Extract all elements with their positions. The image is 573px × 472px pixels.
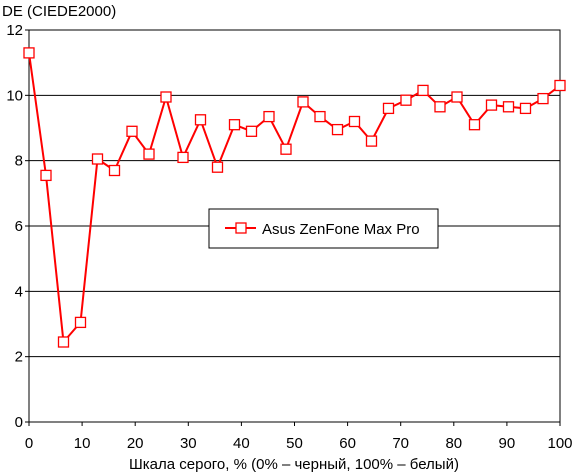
data-point [245, 125, 258, 137]
x-tick-label: 0 [25, 435, 33, 452]
data-point [263, 110, 275, 123]
data-point [126, 125, 138, 137]
data-point [23, 47, 35, 59]
data-point [211, 161, 224, 173]
x-tick-label: 20 [127, 435, 144, 452]
grid-lines [29, 94, 560, 358]
x-axis-title: Шкала серого, % (0% – черный, 100% – бел… [129, 456, 459, 472]
data-point [143, 148, 155, 160]
y-tick-label: 6 [15, 218, 23, 235]
data-point [280, 143, 292, 155]
x-axis-ticks: 0 10 20 30 40 50 60 70 80 90 100 [25, 422, 573, 452]
data-point [57, 336, 70, 348]
data-point [331, 123, 344, 136]
data-point [91, 153, 104, 165]
data-point [297, 96, 309, 108]
data-point [417, 84, 429, 97]
x-tick-label: 10 [74, 435, 91, 452]
data-point [194, 114, 207, 126]
x-tick-label: 70 [392, 435, 409, 452]
data-point [177, 151, 189, 164]
data-point [108, 164, 121, 177]
data-point [348, 115, 361, 128]
data-point [228, 119, 241, 131]
data-point [519, 102, 532, 115]
data-point [485, 99, 498, 111]
data-point [451, 91, 463, 103]
data-point [314, 110, 326, 123]
data-point [554, 79, 566, 92]
data-point [400, 94, 412, 106]
y-tick-label: 12 [6, 22, 23, 39]
x-tick-label: 80 [445, 435, 462, 452]
series-layer [23, 47, 566, 348]
data-point [382, 102, 395, 115]
y-tick-label: 10 [6, 87, 23, 104]
data-point [502, 101, 515, 113]
y-axis-title: DE (CIEDE2000) [2, 3, 116, 20]
y-axis-ticks: 0 2 4 6 8 10 12 [6, 22, 29, 431]
data-point [160, 91, 172, 103]
y-tick-label: 0 [15, 414, 23, 431]
data-point [365, 135, 378, 147]
x-tick-label: 60 [339, 435, 356, 452]
y-tick-label: 4 [15, 283, 23, 300]
legend-marker [235, 222, 247, 234]
legend-label: Asus ZenFone Max Pro [262, 221, 420, 238]
data-point [468, 119, 481, 131]
data-point [74, 316, 87, 329]
x-tick-label: 40 [233, 435, 250, 452]
data-point [434, 101, 446, 113]
data-point [40, 169, 52, 182]
legend: Asus ZenFone Max Pro [208, 208, 439, 249]
x-tick-label: 100 [547, 435, 572, 452]
data-point [537, 92, 549, 105]
y-tick-label: 8 [15, 153, 23, 170]
x-tick-label: 50 [286, 435, 303, 452]
x-tick-label: 30 [180, 435, 197, 452]
y-tick-label: 2 [15, 349, 23, 366]
x-tick-label: 90 [499, 435, 516, 452]
